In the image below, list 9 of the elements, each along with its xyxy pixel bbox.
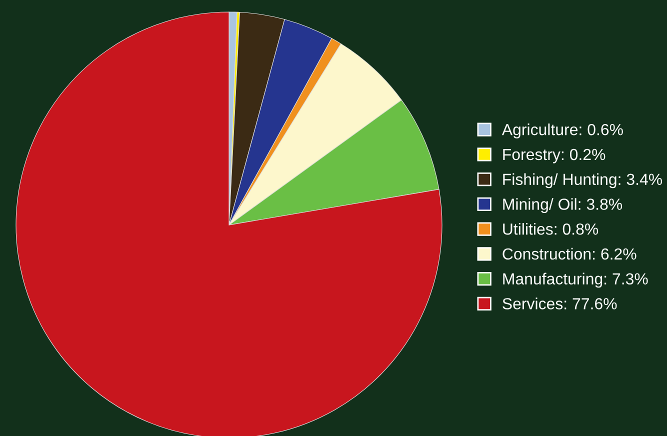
legend-label: Construction: 6.2% [502,248,636,260]
legend-label: Services: 77.6% [502,298,617,310]
pie-slice [16,12,442,436]
legend-label: Utilities: 0.8% [503,223,598,235]
legend-label: Mining/ Oil: 3.8% [503,198,622,214]
legend-label: Forestry: 0.2% [503,148,606,164]
legend-label: Manufacturing: 7.3% [503,272,648,288]
legend-label: Fishing/ Hunting: 3.4% [503,173,662,188]
legend-label: Agriculture: 0.6% [502,124,623,138]
